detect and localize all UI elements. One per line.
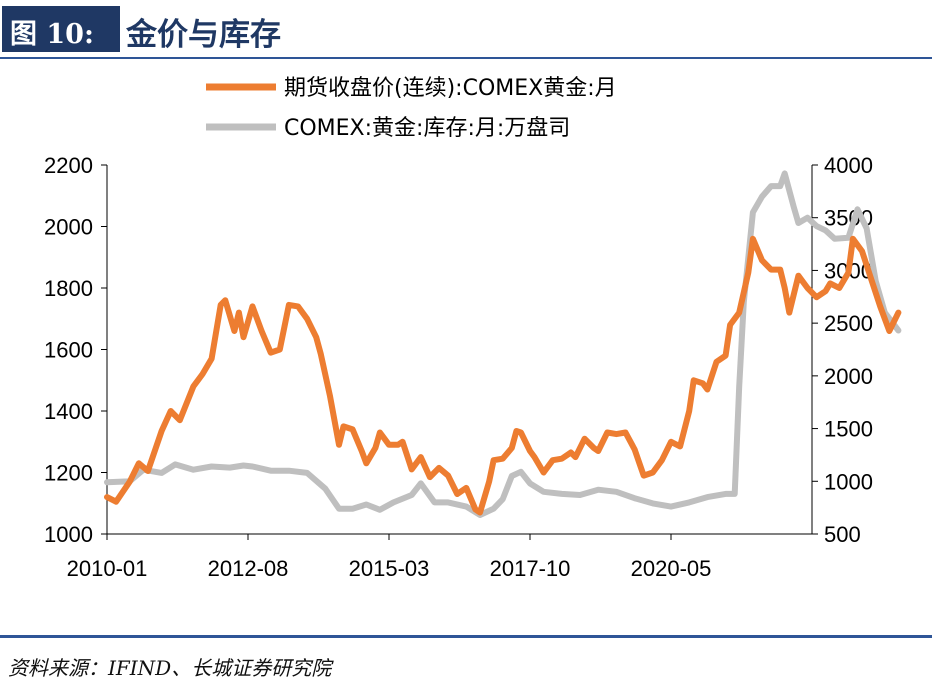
right-y-tick-label: 2500 [824, 311, 873, 336]
series-line-gold-price [104, 235, 902, 516]
chart: 期货收盘价(连续):COMEX黄金:月 COMEX:黄金:库存:月:万盘司 10… [44, 76, 902, 581]
source-note: 资料来源：IFIND、长城证券研究院 [8, 656, 332, 680]
legend-label-inventory: COMEX:黄金:库存:月:万盘司 [284, 116, 570, 141]
left-y-tick-label: 1200 [44, 461, 93, 486]
x-tick-label: 2017-10 [490, 556, 571, 581]
right-y-tick-label: 500 [824, 522, 861, 547]
footer-rule [0, 635, 932, 638]
header-rule [0, 57, 932, 59]
x-ticks: 2010-01 2012-08 2015-03 2017-10 2020-05 [67, 534, 712, 581]
left-y-tick-label: 1600 [44, 338, 93, 363]
x-tick-label: 2020-05 [631, 556, 712, 581]
legend: 期货收盘价(连续):COMEX黄金:月 COMEX:黄金:库存:月:万盘司 [206, 76, 617, 141]
figure-label: 图 10: [10, 19, 94, 50]
x-tick-label: 2010-01 [67, 556, 148, 581]
x-tick-label: 2012-08 [208, 556, 289, 581]
left-y-tick-label: 2000 [44, 215, 93, 240]
x-tick-label: 2015-03 [349, 556, 430, 581]
series-line-gold-inventory [104, 170, 902, 518]
right-y-tick-label: 1500 [824, 417, 873, 442]
right-y-tick-label: 1000 [824, 469, 873, 494]
left-y-tick-label: 1400 [44, 399, 93, 424]
right-y-tick-label: 4000 [824, 153, 873, 178]
left-y-ticks: 1000 1200 1400 1600 1800 2000 2200 [44, 153, 107, 547]
chart-title: 金价与库存 [126, 17, 281, 53]
right-y-tick-label: 2000 [824, 364, 873, 389]
legend-label-price: 期货收盘价(连续):COMEX黄金:月 [284, 76, 617, 101]
figure-label-box [2, 6, 120, 52]
left-y-tick-label: 1800 [44, 276, 93, 301]
header: 图 10: 金价与库存 [0, 0, 932, 56]
left-y-tick-label: 2200 [44, 153, 93, 178]
left-y-tick-label: 1000 [44, 522, 93, 547]
series-layer [104, 170, 902, 518]
